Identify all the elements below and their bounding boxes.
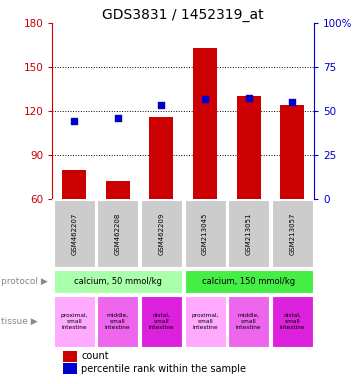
Text: GSM462207: GSM462207 — [71, 212, 77, 255]
Bar — [184, 270, 313, 293]
Bar — [184, 200, 226, 267]
Text: middle,
small
intestine: middle, small intestine — [105, 313, 131, 329]
Bar — [149, 117, 173, 199]
Bar — [280, 105, 304, 199]
Bar — [228, 296, 269, 347]
Bar — [97, 296, 138, 347]
Text: count: count — [81, 351, 109, 361]
Bar — [228, 200, 269, 267]
Bar — [54, 296, 95, 347]
Text: GSM213051: GSM213051 — [245, 212, 252, 255]
Text: calcium, 50 mmol/kg: calcium, 50 mmol/kg — [74, 277, 162, 286]
Text: GSM462209: GSM462209 — [158, 212, 164, 255]
Text: percentile rank within the sample: percentile rank within the sample — [81, 364, 246, 374]
Bar — [63, 351, 77, 362]
Bar — [54, 270, 182, 293]
Bar — [193, 48, 217, 199]
Point — [71, 118, 77, 124]
Text: middle,
small
intestine: middle, small intestine — [236, 313, 261, 329]
Bar — [272, 200, 313, 267]
Bar — [63, 363, 77, 374]
Bar — [141, 200, 182, 267]
Text: GSM462208: GSM462208 — [115, 212, 121, 255]
Point — [115, 115, 121, 121]
Bar — [141, 296, 182, 347]
Point — [158, 102, 164, 108]
Bar — [184, 296, 226, 347]
Bar — [106, 182, 130, 199]
Text: proximal,
small
intestine: proximal, small intestine — [60, 313, 88, 329]
Bar — [237, 96, 261, 199]
Point — [246, 95, 252, 101]
Text: GSM213045: GSM213045 — [202, 212, 208, 255]
Title: GDS3831 / 1452319_at: GDS3831 / 1452319_at — [103, 8, 264, 22]
Bar — [62, 170, 86, 199]
Bar — [54, 200, 95, 267]
Point — [202, 96, 208, 103]
Text: proximal,
small
intestine: proximal, small intestine — [191, 313, 219, 329]
Text: distal,
small
intestine: distal, small intestine — [149, 313, 174, 329]
Point — [290, 99, 295, 105]
Bar — [272, 296, 313, 347]
Text: distal,
small
intestine: distal, small intestine — [279, 313, 305, 329]
Text: tissue ▶: tissue ▶ — [1, 317, 37, 326]
Text: GSM213057: GSM213057 — [289, 212, 295, 255]
Bar — [97, 200, 138, 267]
Text: calcium, 150 mmol/kg: calcium, 150 mmol/kg — [202, 277, 295, 286]
Text: protocol ▶: protocol ▶ — [1, 277, 48, 286]
